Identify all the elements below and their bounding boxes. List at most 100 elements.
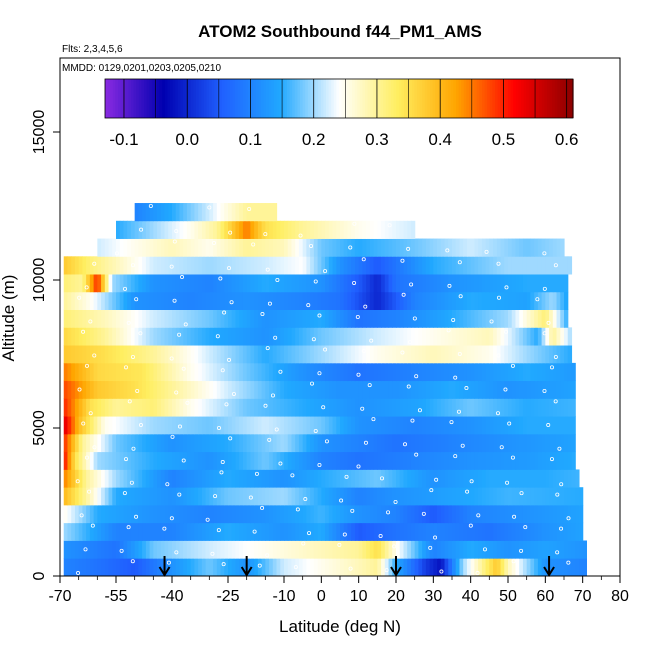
heat-cell xyxy=(478,327,483,346)
heat-cell xyxy=(429,238,434,257)
sample-marker xyxy=(75,479,80,484)
heat-cell xyxy=(280,522,285,541)
sample-marker xyxy=(263,403,268,408)
heat-cell xyxy=(74,274,80,293)
heat-cell xyxy=(231,398,237,417)
heat-cell xyxy=(500,558,505,577)
heat-cell xyxy=(508,398,513,417)
heat-cell xyxy=(175,522,181,541)
heat-cell xyxy=(519,380,524,399)
heat-cell xyxy=(433,487,438,506)
heat-cell xyxy=(340,558,345,577)
heat-cell xyxy=(474,522,479,541)
colorbar-swatch xyxy=(133,79,137,118)
sample-marker xyxy=(546,423,551,428)
heat-cell xyxy=(399,238,405,257)
heat-cell xyxy=(470,540,475,559)
heat-cell xyxy=(511,380,517,399)
heat-cell xyxy=(455,362,461,382)
heat-cell xyxy=(295,345,300,364)
heat-cell xyxy=(418,540,423,559)
heat-cell xyxy=(224,327,229,346)
heat-cell xyxy=(567,540,573,559)
heat-cell xyxy=(515,362,520,382)
heat-cell xyxy=(313,309,319,328)
heat-cell xyxy=(224,291,229,310)
sample-marker xyxy=(555,550,560,555)
heat-cell xyxy=(545,487,550,506)
heat-cell xyxy=(336,238,341,257)
heat-cell xyxy=(373,433,378,453)
heat-cell xyxy=(138,433,143,453)
colorbar-swatch xyxy=(302,79,306,118)
heat-cell xyxy=(429,291,434,310)
heat-cell xyxy=(74,380,80,399)
colorbar-swatch xyxy=(105,79,109,118)
sample-marker xyxy=(216,528,221,533)
heat-cell xyxy=(74,398,80,417)
heat-cell xyxy=(500,416,505,435)
heat-cell xyxy=(485,504,490,524)
heat-cell xyxy=(142,558,147,577)
heat-cell xyxy=(489,345,494,364)
sample-marker xyxy=(557,446,562,451)
heat-cell xyxy=(511,504,517,524)
heat-cell xyxy=(526,558,531,577)
heat-cell xyxy=(93,256,98,275)
heat-cell xyxy=(321,469,326,488)
heat-cell xyxy=(168,380,173,399)
heat-cell xyxy=(175,327,181,346)
heat-cell xyxy=(134,274,139,293)
colorbar-swatch xyxy=(328,79,332,118)
heat-cell xyxy=(231,203,237,222)
heat-cell xyxy=(108,380,113,399)
colorbar-swatch xyxy=(154,79,158,118)
heat-cell xyxy=(328,433,334,453)
sample-marker xyxy=(451,317,456,322)
heat-cell xyxy=(153,522,158,541)
heat-cell xyxy=(403,451,408,470)
heat-cell xyxy=(213,380,218,399)
heat-cell xyxy=(291,291,296,310)
sample-marker xyxy=(356,464,361,469)
heat-cell xyxy=(254,327,259,346)
heat-cell xyxy=(116,398,121,417)
heat-cell xyxy=(317,398,322,417)
heat-cell xyxy=(172,416,177,435)
sample-marker xyxy=(77,387,82,392)
heat-cell xyxy=(429,256,434,275)
heat-cell xyxy=(127,522,132,541)
heat-cell xyxy=(213,469,218,488)
heat-cell xyxy=(112,291,117,310)
heat-cell xyxy=(149,345,154,364)
heat-cell xyxy=(71,487,76,506)
heat-cell xyxy=(474,504,479,524)
heat-cell xyxy=(313,327,319,346)
heat-cell xyxy=(276,558,281,577)
heat-cell xyxy=(108,558,113,577)
heat-cell xyxy=(437,398,442,417)
heat-cell xyxy=(489,469,494,488)
heat-cell xyxy=(175,416,181,435)
heat-cell xyxy=(493,309,498,328)
heat-cell xyxy=(112,558,117,577)
heat-cell xyxy=(224,558,229,577)
sample-marker xyxy=(504,285,509,290)
colorbar-swatch xyxy=(190,79,194,118)
heat-cell xyxy=(485,309,490,328)
heat-cell xyxy=(160,238,166,257)
heat-cell xyxy=(489,540,494,559)
heat-cell xyxy=(522,433,528,453)
arrow-head xyxy=(543,566,555,577)
heat-cell xyxy=(74,558,80,577)
heat-cell xyxy=(332,504,337,524)
heat-cell xyxy=(261,487,266,506)
heat-cell xyxy=(119,398,125,417)
band-6 xyxy=(63,451,576,470)
heat-cell xyxy=(220,433,225,453)
heat-cell xyxy=(201,345,207,364)
heat-cell xyxy=(149,380,154,399)
heat-cell xyxy=(138,487,143,506)
sample-marker xyxy=(83,547,88,552)
heat-cell xyxy=(149,238,154,257)
